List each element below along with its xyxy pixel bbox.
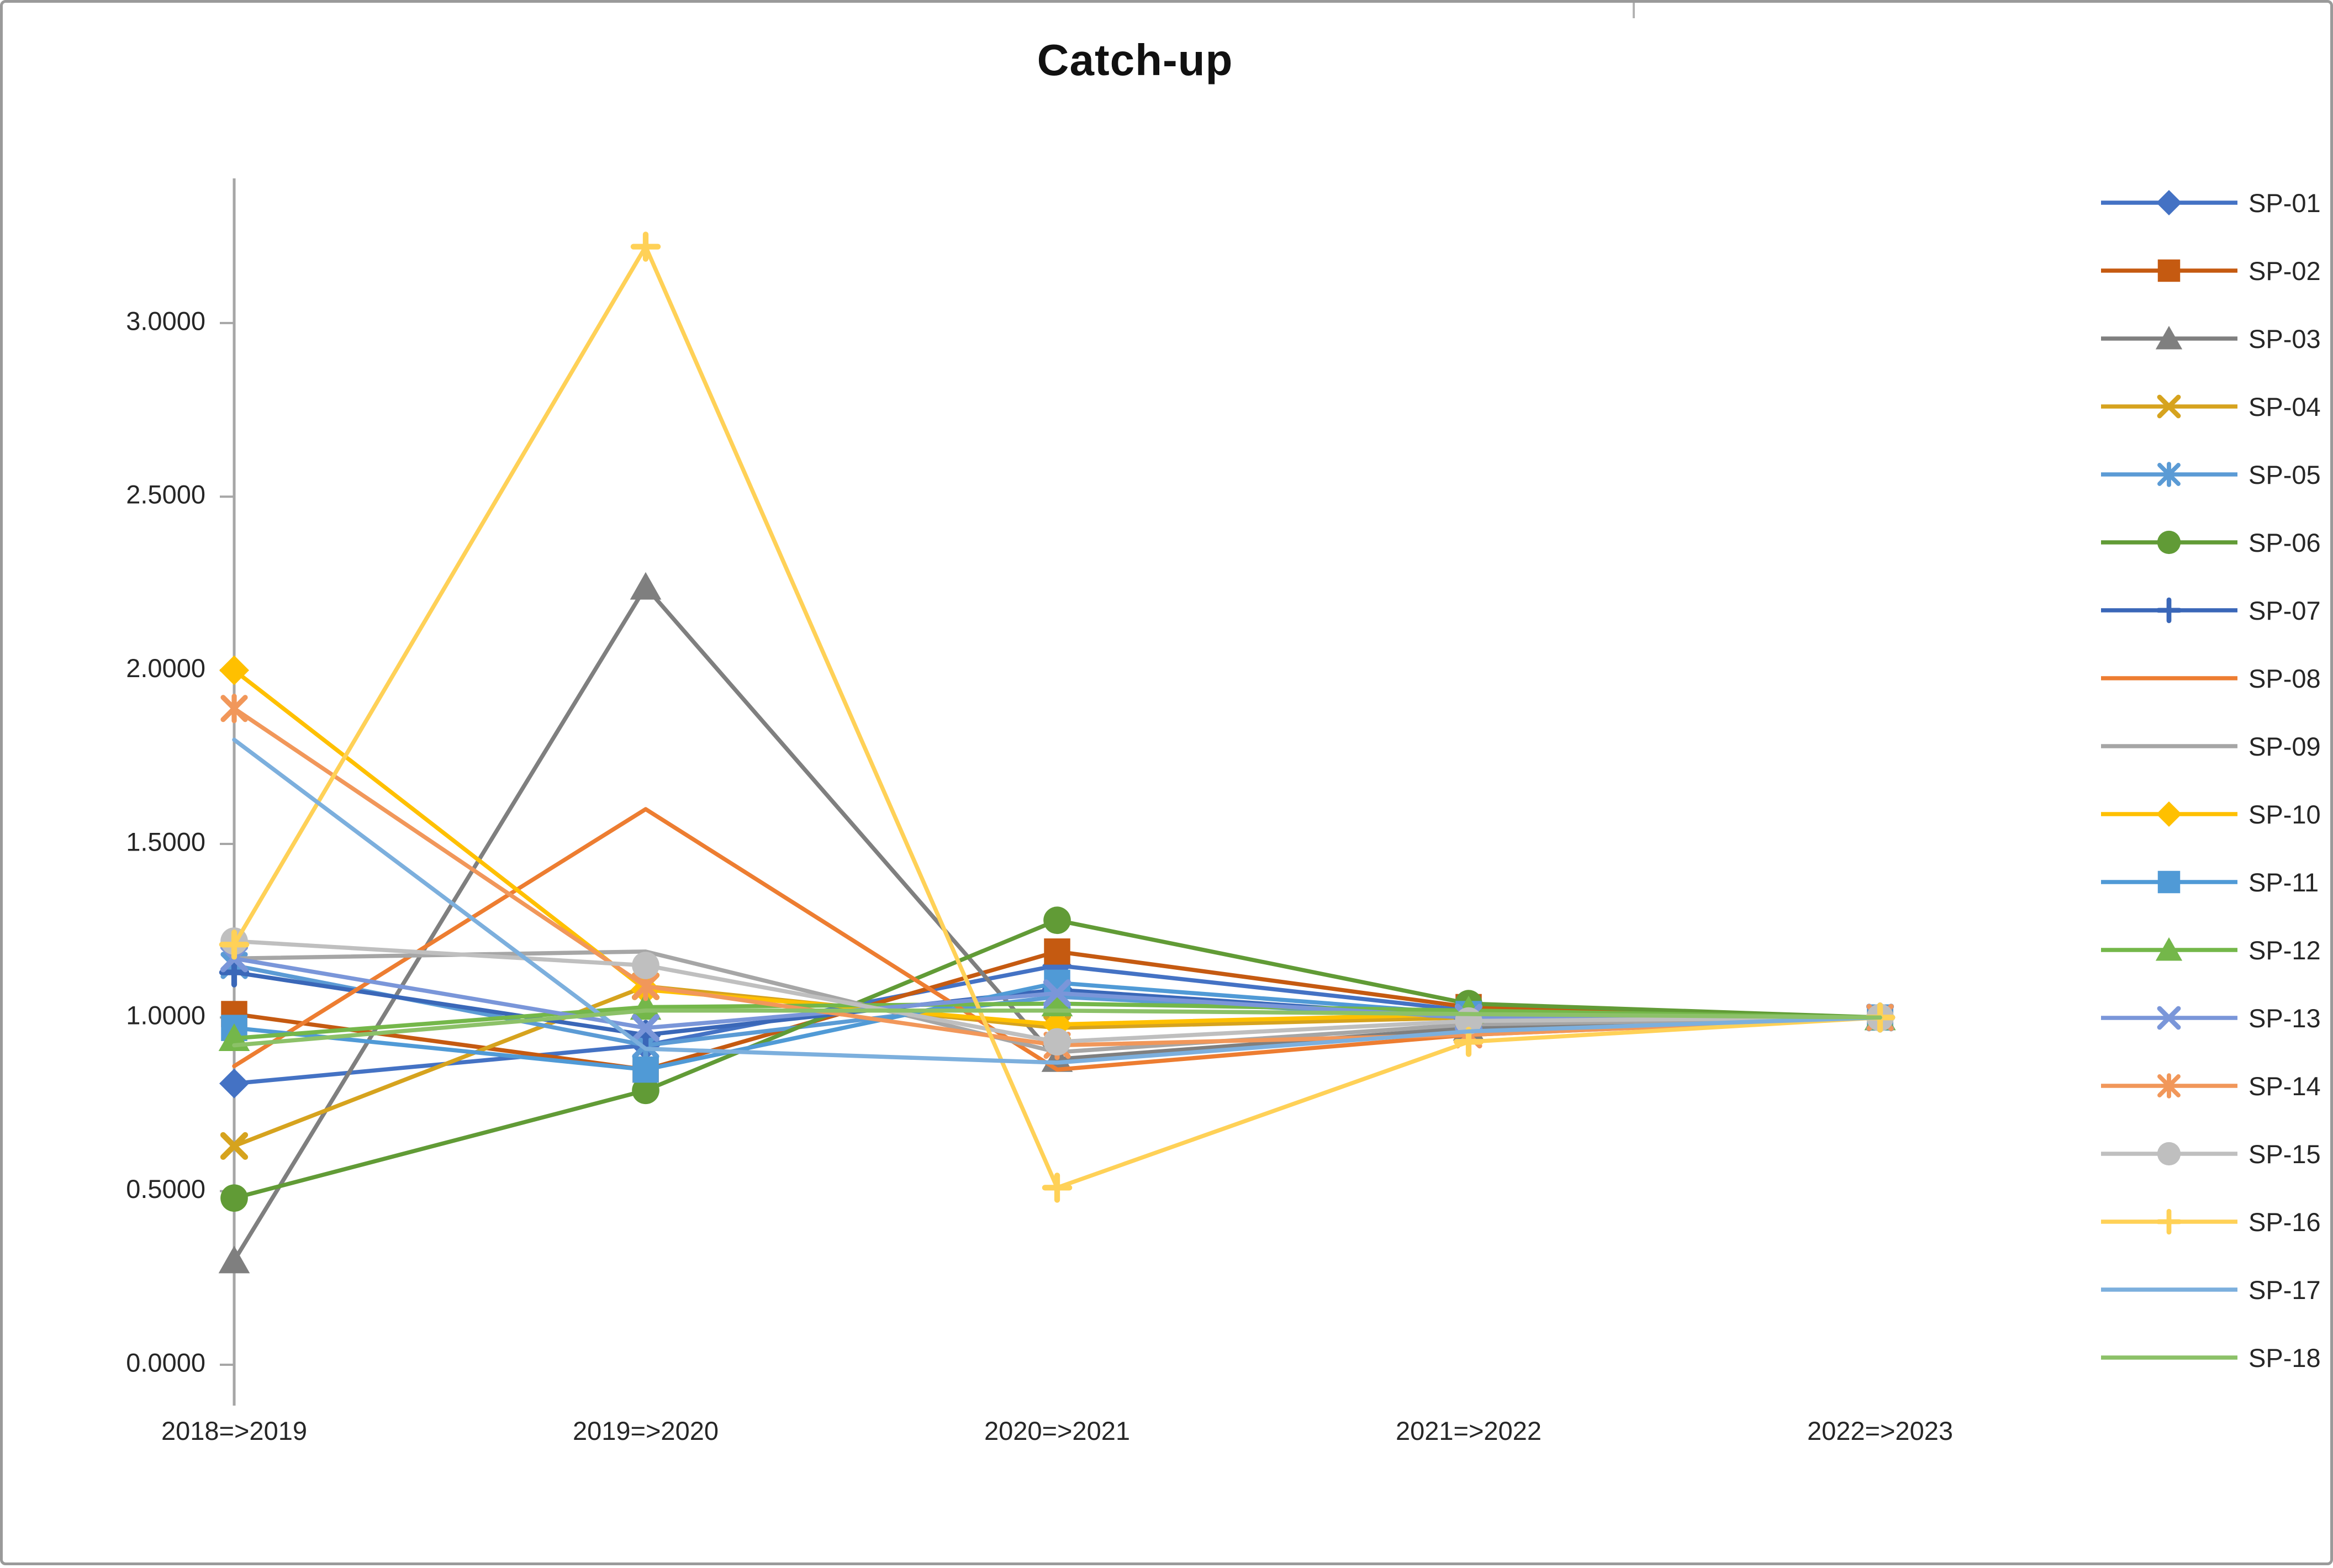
legend-marker-x — [2101, 394, 2237, 419]
legend-marker-none — [2101, 1355, 2237, 1360]
y-tick-label: 2.0000 — [126, 653, 205, 683]
legend-item-SP-11[interactable]: SP-11 — [2099, 856, 2319, 909]
legend-label: SP-08 — [2248, 663, 2321, 693]
legend-label: SP-16 — [2248, 1207, 2321, 1237]
legend-item-SP-10[interactable]: SP-10 — [2099, 788, 2321, 841]
legend-label: SP-11 — [2248, 867, 2319, 897]
legend-marker-plus — [2101, 597, 2237, 624]
legend-label: SP-07 — [2248, 595, 2321, 625]
x-tick-label: 2019=>2020 — [573, 1416, 719, 1445]
series-SP-18[interactable] — [232, 1008, 1882, 1048]
x-tick-label: 2020=>2021 — [984, 1416, 1130, 1445]
y-tick-label: 3.0000 — [126, 306, 205, 335]
y-tick-label: 0.5000 — [126, 1174, 205, 1203]
legend-label: SP-03 — [2248, 324, 2321, 353]
legend-item-SP-09[interactable]: SP-09 — [2099, 720, 2321, 773]
legend-item-SP-12[interactable]: SP-12 — [2099, 923, 2321, 976]
spreadsheet-gridline-artifact — [1633, 3, 1635, 18]
legend-label: SP-18 — [2248, 1343, 2321, 1372]
legend-marker-square — [2101, 870, 2237, 894]
legend-marker-none — [2101, 676, 2237, 680]
y-tick-label: 2.5000 — [126, 480, 205, 509]
legend-item-SP-06[interactable]: SP-06 — [2099, 516, 2321, 569]
legend-marker-asterisk — [2101, 462, 2237, 487]
legend-marker-none — [2101, 1287, 2237, 1292]
chart-title: Catch-up — [1037, 35, 1233, 85]
legend-item-SP-14[interactable]: SP-14 — [2099, 1059, 2321, 1112]
legend-label: SP-05 — [2248, 460, 2321, 489]
legend-item-SP-02[interactable]: SP-02 — [2099, 244, 2321, 297]
y-tick-label: 1.5000 — [126, 827, 205, 856]
legend-label: SP-09 — [2248, 731, 2321, 761]
legend-label: SP-15 — [2248, 1139, 2321, 1169]
legend-marker-diamond — [2101, 190, 2237, 215]
legend-label: SP-02 — [2248, 256, 2321, 286]
legend-marker-triangle — [2101, 937, 2237, 961]
legend-label: SP-14 — [2248, 1071, 2321, 1101]
legend-label: SP-12 — [2248, 935, 2321, 965]
legend-item-SP-01[interactable]: SP-01 — [2099, 176, 2321, 229]
legend-item-SP-08[interactable]: SP-08 — [2099, 652, 2321, 705]
y-tick-label: 1.0000 — [126, 1001, 205, 1030]
legend-marker-plus — [2101, 1208, 2237, 1235]
legend-item-SP-04[interactable]: SP-04 — [2099, 380, 2321, 433]
legend-marker-circle — [2101, 1142, 2237, 1166]
legend-item-SP-15[interactable]: SP-15 — [2099, 1127, 2321, 1180]
x-tick-label: 2021=>2022 — [1396, 1416, 1542, 1445]
legend-marker-circle — [2101, 530, 2237, 555]
legend-item-SP-17[interactable]: SP-17 — [2099, 1263, 2321, 1316]
legend-label: SP-04 — [2248, 392, 2321, 421]
x-tick-label: 2022=>2023 — [1807, 1416, 1953, 1445]
series-SP-17[interactable] — [232, 737, 1882, 1065]
legend-item-SP-18[interactable]: SP-18 — [2099, 1331, 2321, 1384]
legend-item-SP-03[interactable]: SP-03 — [2099, 312, 2321, 365]
legend-item-SP-13[interactable]: SP-13 — [2099, 991, 2321, 1044]
plot-area: 0.0000 0.5000 1.0000 1.5000 2.0000 2.5000 3.00… — [126, 178, 1953, 1445]
legend-item-SP-16[interactable]: SP-16 — [2099, 1195, 2321, 1248]
y-tick-label: 0.0000 — [126, 1348, 205, 1377]
legend: SP-01 SP-02 SP-03 SP-04 SP-05 SP-06 SP-07 SP-08… — [2099, 3, 2331, 1568]
x-tick-label: 2018=>2019 — [161, 1416, 307, 1445]
series-SP-15[interactable] — [220, 927, 1894, 1056]
legend-item-SP-07[interactable]: SP-07 — [2099, 584, 2321, 637]
legend-marker-none — [2101, 744, 2237, 748]
legend-item-SP-05[interactable]: SP-05 — [2099, 448, 2321, 501]
legend-label: SP-17 — [2248, 1275, 2321, 1305]
legend-label: SP-06 — [2248, 527, 2321, 557]
legend-marker-asterisk — [2101, 1073, 2237, 1099]
x-axis: 2018=>2019 2019=>2020 2020=>2021 2021=>2022… — [161, 1416, 1953, 1445]
legend-label: SP-10 — [2248, 799, 2321, 829]
legend-marker-diamond — [2101, 801, 2237, 827]
legend-label: SP-01 — [2248, 188, 2321, 218]
legend-marker-x — [2101, 1006, 2237, 1030]
legend-marker-triangle — [2101, 326, 2237, 350]
y-axis: 0.0000 0.5000 1.0000 1.5000 2.0000 2.5000 3.00… — [126, 178, 236, 1406]
legend-marker-square — [2101, 259, 2237, 282]
legend-label: SP-13 — [2248, 1003, 2321, 1033]
